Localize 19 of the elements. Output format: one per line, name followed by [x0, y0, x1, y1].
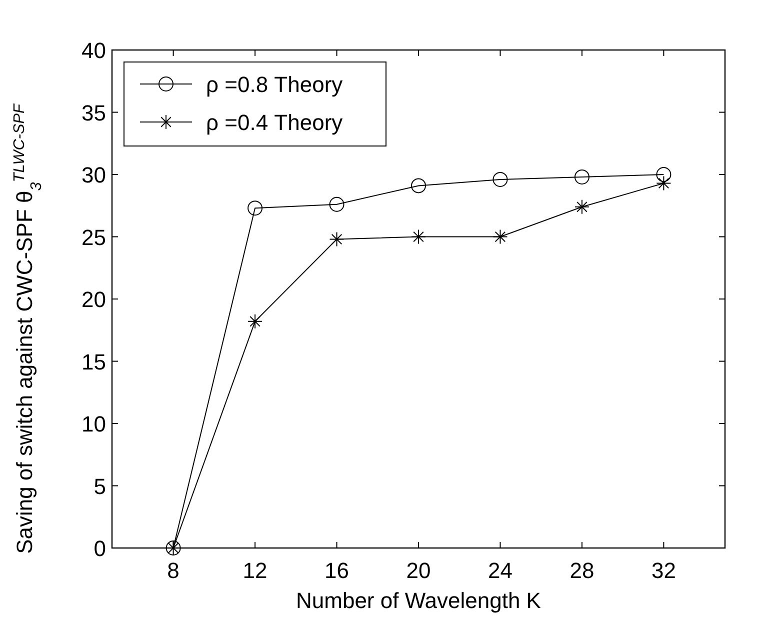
y-tick-label: 40 [82, 38, 106, 63]
y-tick-label: 30 [82, 162, 106, 188]
legend-label: ρ =0.4 Theory [206, 110, 343, 135]
x-tick-label: 24 [488, 558, 512, 583]
x-tick-label: 8 [167, 558, 180, 583]
y-tick-label: 20 [82, 287, 106, 312]
y-tick-label: 0 [94, 536, 106, 561]
x-tick-label: 16 [324, 558, 350, 583]
x-tick-label: 12 [242, 558, 268, 583]
x-tick-label: 20 [406, 558, 431, 583]
x-tick-label: 28 [570, 558, 594, 583]
y-tick-label: 35 [82, 100, 106, 126]
y-tick-label: 15 [82, 349, 106, 374]
y-tick-label: 25 [82, 224, 106, 250]
x-tick-label: 32 [651, 558, 676, 583]
x-axis-title: Number of Wavelength K [296, 588, 542, 613]
y-tick-label: 5 [94, 474, 106, 499]
y-tick-label: 10 [82, 412, 106, 436]
legend-label: ρ =0.8 Theory [206, 72, 343, 97]
